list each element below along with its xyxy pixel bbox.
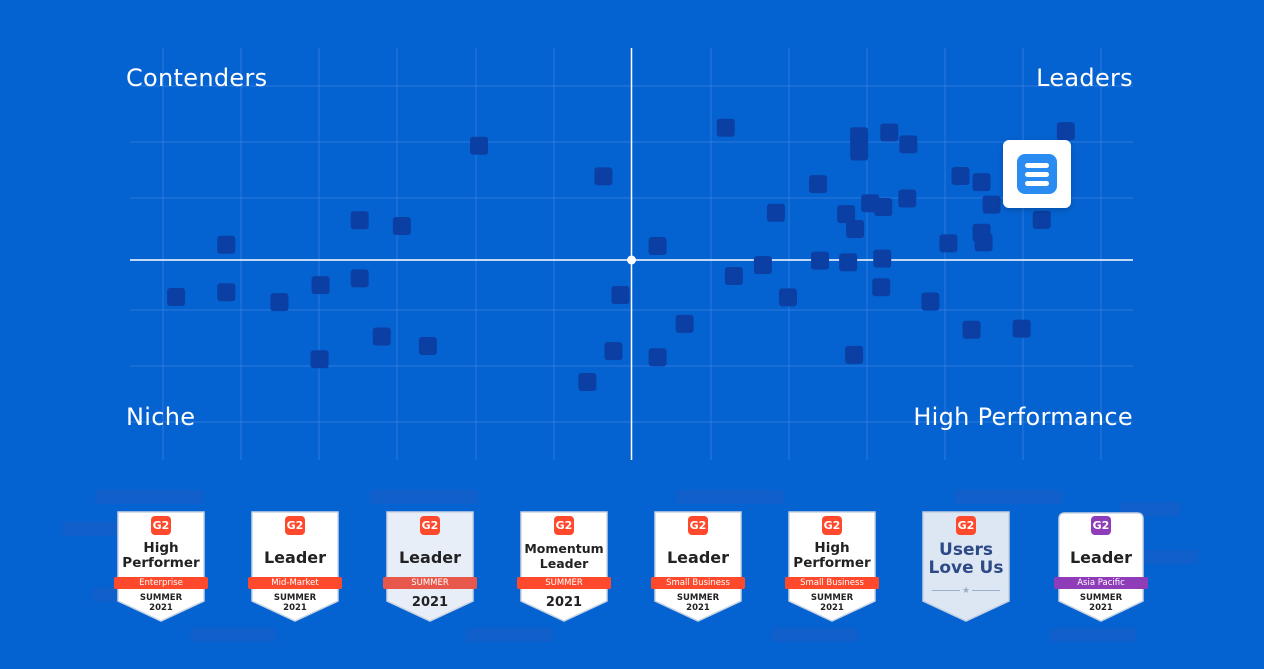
data-point xyxy=(845,345,864,364)
data-point xyxy=(470,136,489,155)
data-point xyxy=(1032,210,1051,229)
data-point xyxy=(594,167,613,186)
data-point xyxy=(766,203,785,222)
badge-ribbon: Mid-Market xyxy=(248,577,342,589)
award-badge: G2 Leader Small Business SUMMER 2021 xyxy=(651,511,745,623)
g2-logo-icon: G2 xyxy=(822,516,842,535)
g2-logo-icon: G2 xyxy=(688,516,708,535)
data-point xyxy=(1056,122,1075,141)
badge-year: 2021 xyxy=(545,595,583,610)
award-badge: G2 Users Love Us ★ xyxy=(922,511,1010,623)
data-point xyxy=(839,253,858,272)
badge-title: Momentum Leader xyxy=(524,541,604,571)
data-point xyxy=(899,135,918,154)
badge-ribbon: SUMMER xyxy=(517,577,611,589)
badge-title: Leader xyxy=(398,548,462,567)
data-point xyxy=(837,205,856,224)
data-point xyxy=(951,167,970,186)
data-point xyxy=(311,276,330,295)
data-point xyxy=(167,288,186,307)
data-point xyxy=(873,249,892,268)
g2-logo-icon: G2 xyxy=(285,516,305,535)
data-point xyxy=(350,269,369,288)
data-point xyxy=(611,286,630,305)
data-point xyxy=(874,197,893,216)
data-point xyxy=(846,220,865,239)
data-point xyxy=(850,142,869,161)
data-point xyxy=(372,327,391,346)
badge-title: Users Love Us xyxy=(928,540,1004,578)
quadrant-label-high-performance: High Performance xyxy=(913,403,1133,431)
data-point xyxy=(578,373,597,392)
award-badge: G2 Momentum Leader SUMMER 2021 xyxy=(517,511,611,623)
data-point xyxy=(972,173,991,192)
data-point xyxy=(880,123,899,142)
data-point xyxy=(753,256,772,275)
badge-title: Leader xyxy=(666,548,730,567)
data-point xyxy=(1012,319,1031,338)
data-point xyxy=(648,348,667,367)
badge-ribbon: Small Business xyxy=(785,577,879,589)
badge-title: Leader xyxy=(1069,548,1133,567)
data-point xyxy=(921,292,940,311)
data-point xyxy=(974,233,993,252)
star-icon: ★ xyxy=(962,585,971,595)
badge-title: High Performer xyxy=(793,540,871,571)
data-point xyxy=(716,118,735,137)
badge-season: SUMMER 2021 xyxy=(810,593,854,613)
badge-ribbon: Small Business xyxy=(651,577,745,589)
badge-season: SUMMER 2021 xyxy=(139,593,183,613)
data-point xyxy=(217,235,236,254)
data-point xyxy=(809,175,828,194)
award-badge: G2 Leader Asia Pacific SUMMER 2021 xyxy=(1054,511,1148,623)
data-point xyxy=(724,266,743,285)
data-point xyxy=(648,237,667,256)
data-point xyxy=(604,342,623,361)
data-point xyxy=(270,293,289,312)
g2-logo-icon: G2 xyxy=(151,516,171,535)
quadrant-label-leaders: Leaders xyxy=(1036,64,1133,92)
award-badge: G2 Leader SUMMER 2021 xyxy=(383,511,477,623)
quadrant-label-contenders: Contenders xyxy=(126,64,268,92)
award-badges-row: G2 High Performer Enterprise SUMMER 2021 G2 Lea… xyxy=(0,506,1264,626)
data-point xyxy=(778,288,797,307)
badge-season: SUMMER 2021 xyxy=(1079,593,1123,613)
data-point xyxy=(310,350,329,369)
quadrant-label-niche: Niche xyxy=(126,403,196,431)
g2-logo-icon: G2 xyxy=(956,516,976,535)
badge-season: SUMMER 2021 xyxy=(676,593,720,613)
badge-season: SUMMER 2021 xyxy=(273,593,317,613)
award-badge: G2 Leader Mid-Market SUMMER 2021 xyxy=(248,511,342,623)
g2-logo-icon: G2 xyxy=(554,516,574,535)
quadrant-scatter-plot xyxy=(130,48,1133,460)
badge-ribbon: Asia Pacific xyxy=(1054,577,1148,589)
data-point xyxy=(850,127,869,146)
award-badge: G2 High Performer Enterprise SUMMER 2021 xyxy=(114,511,208,623)
data-point xyxy=(962,320,981,339)
data-point xyxy=(350,211,369,230)
highlight-app-icon xyxy=(1002,140,1071,209)
data-point xyxy=(675,314,694,333)
data-point xyxy=(872,278,891,297)
axis-origin-dot xyxy=(627,255,636,265)
badge-year: 2021 xyxy=(411,595,449,610)
badge-ribbon: Enterprise xyxy=(114,577,208,589)
data-point xyxy=(392,217,411,235)
g2-logo-icon: G2 xyxy=(1091,516,1111,535)
award-badge: G2 High Performer Small Business SUMMER 2021 xyxy=(785,511,879,623)
g2-logo-icon: G2 xyxy=(420,516,440,535)
data-point xyxy=(811,251,830,270)
list-app-icon xyxy=(1016,154,1057,195)
badge-ribbon: SUMMER xyxy=(383,577,477,589)
badge-title: Leader xyxy=(263,548,327,567)
data-point xyxy=(898,189,917,208)
data-point xyxy=(982,195,1001,214)
badge-title: High Performer xyxy=(122,540,200,571)
data-point xyxy=(217,283,236,302)
data-point xyxy=(939,234,958,253)
data-point xyxy=(418,337,437,356)
